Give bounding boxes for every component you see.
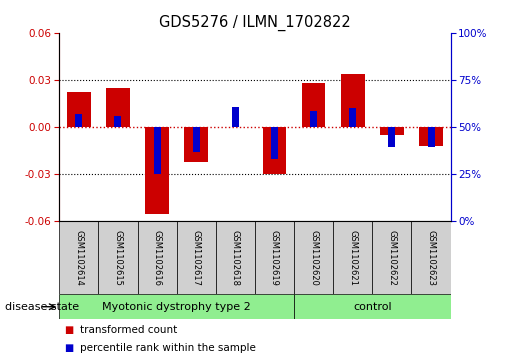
Text: disease state: disease state — [5, 302, 79, 312]
Text: GSM1102620: GSM1102620 — [309, 230, 318, 286]
Bar — [388, 127, 396, 147]
Text: GSM1102618: GSM1102618 — [231, 230, 240, 286]
Text: ■: ■ — [64, 325, 74, 335]
Text: GSM1102617: GSM1102617 — [192, 230, 201, 286]
Bar — [114, 116, 122, 127]
Text: GSM1102616: GSM1102616 — [152, 230, 162, 286]
Text: GSM1102623: GSM1102623 — [426, 230, 436, 286]
Text: Myotonic dystrophy type 2: Myotonic dystrophy type 2 — [102, 302, 251, 312]
Text: ■: ■ — [64, 343, 74, 354]
Bar — [333, 221, 372, 294]
Bar — [75, 114, 82, 127]
Bar — [184, 127, 208, 162]
Text: GSM1102619: GSM1102619 — [270, 230, 279, 286]
Bar — [232, 107, 239, 127]
Text: transformed count: transformed count — [80, 325, 177, 335]
Text: percentile rank within the sample: percentile rank within the sample — [80, 343, 256, 354]
Bar — [427, 127, 435, 147]
Bar — [380, 127, 404, 135]
Bar — [372, 221, 411, 294]
Bar — [349, 108, 356, 127]
Bar — [59, 294, 294, 319]
Bar — [153, 127, 161, 174]
Bar — [263, 127, 286, 174]
Text: GSM1102621: GSM1102621 — [348, 230, 357, 286]
Bar — [255, 221, 294, 294]
Bar — [216, 221, 255, 294]
Bar — [177, 221, 216, 294]
Bar — [419, 127, 443, 146]
Bar — [294, 294, 451, 319]
Bar — [294, 221, 333, 294]
Text: control: control — [353, 302, 392, 312]
Title: GDS5276 / ILMN_1702822: GDS5276 / ILMN_1702822 — [159, 15, 351, 31]
Bar — [411, 221, 451, 294]
Bar — [67, 93, 91, 127]
Text: GSM1102614: GSM1102614 — [74, 230, 83, 286]
Bar — [302, 83, 325, 127]
Bar — [98, 221, 138, 294]
Bar — [106, 88, 130, 127]
Bar — [341, 74, 365, 127]
Bar — [138, 221, 177, 294]
Bar — [310, 111, 317, 127]
Bar — [145, 127, 169, 213]
Bar — [193, 127, 200, 152]
Bar — [59, 221, 98, 294]
Text: GSM1102622: GSM1102622 — [387, 230, 397, 286]
Text: GSM1102615: GSM1102615 — [113, 230, 123, 286]
Bar — [271, 127, 278, 159]
